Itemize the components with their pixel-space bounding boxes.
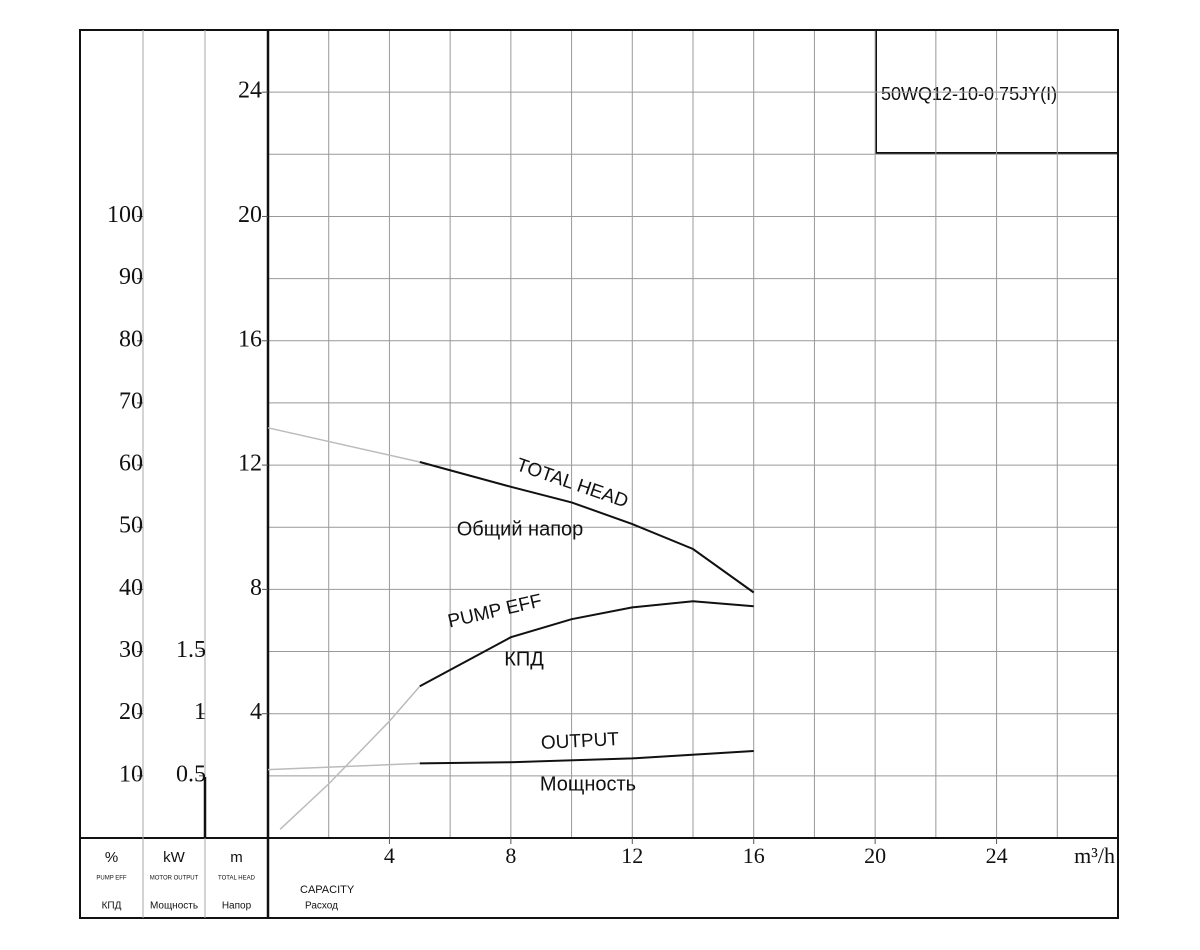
axis-name-ru: Мощность [150, 901, 198, 912]
axis-name: PUMP EFF [96, 876, 127, 882]
curve [419, 600, 754, 688]
curve-extension [279, 685, 421, 830]
y-tick-label: 10 [119, 761, 143, 787]
curve-label-ru: Общий напор [457, 518, 584, 540]
curve [419, 461, 755, 594]
y-tick-label: 0.5 [176, 761, 206, 787]
axis-name-ru: Напор [222, 901, 252, 912]
axis-name-ru: КПД [102, 901, 122, 912]
x-tick-label: 12 [621, 843, 643, 868]
y-tick-label: 20 [119, 699, 143, 725]
curve-label-ru: КПД [504, 648, 544, 670]
x-unit: m³/h [1074, 843, 1115, 868]
y-tick-label: 8 [250, 575, 262, 601]
x-tick-label: 16 [743, 843, 765, 868]
y-tick-label: 40 [119, 575, 143, 601]
x-axis-label: CAPACITY [300, 884, 355, 896]
y-tick-label: 60 [119, 451, 143, 477]
y-tick-label: 100 [107, 202, 143, 228]
curve-extension [267, 427, 420, 463]
y-tick-label: 12 [238, 451, 262, 477]
curve [419, 750, 754, 765]
y-tick-label: 20 [238, 202, 262, 228]
axis-unit: kW [163, 849, 186, 866]
axis-name: TOTAL HEAD [218, 876, 256, 882]
x-axis-label-ru: Расход [305, 901, 338, 912]
frame [79, 29, 1119, 919]
model-label: 50WQ12-10-0.75JY(I) [881, 84, 1057, 104]
axis-name: MOTOR OUTPUT [150, 876, 199, 882]
y-tick-label: 80 [119, 326, 143, 352]
curve-label: OUTPUT [540, 729, 619, 754]
y-tick-label: 4 [250, 699, 262, 725]
y-tick-label: 1 [194, 699, 206, 725]
y-tick-label: 50 [119, 513, 143, 539]
x-tick-label: 8 [505, 843, 516, 868]
y-tick-label: 1.5 [176, 637, 206, 663]
curve-label-ru: Мощность [540, 773, 636, 795]
y-tick-label: 30 [119, 637, 143, 663]
y-tick-label: 90 [119, 264, 143, 290]
y-tick-label: 24 [238, 78, 262, 104]
y-tick-label: 70 [119, 388, 143, 414]
y-tick-label: 16 [238, 326, 262, 352]
axis-unit: % [105, 849, 118, 866]
curve-extension [267, 762, 420, 771]
x-tick-label: 4 [384, 843, 395, 868]
axis-unit: m [230, 849, 243, 866]
x-tick-label: 20 [864, 843, 886, 868]
x-tick-label: 24 [986, 843, 1008, 868]
